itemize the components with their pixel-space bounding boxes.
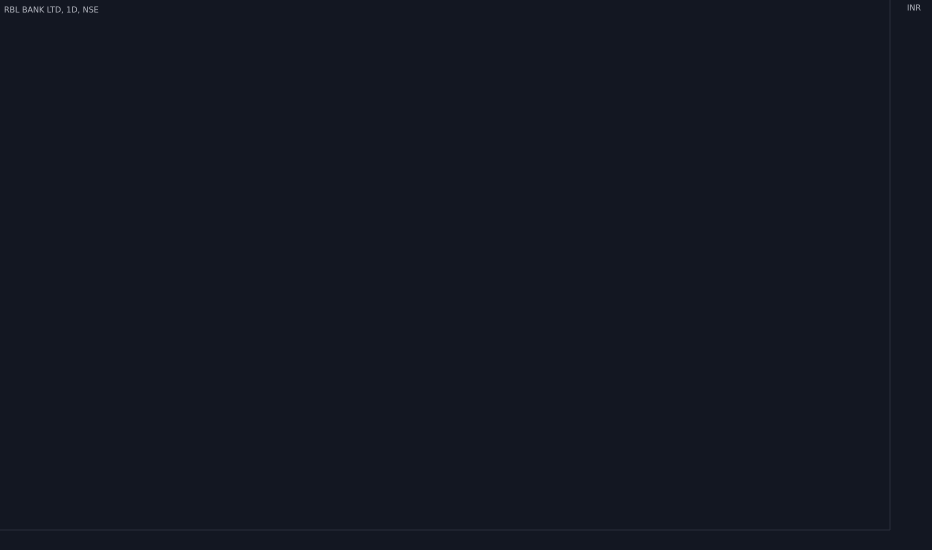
chart-title: RBL BANK LTD, 1D, NSE: [4, 6, 99, 15]
currency: INR: [907, 4, 921, 13]
price-axis: [890, 0, 932, 550]
